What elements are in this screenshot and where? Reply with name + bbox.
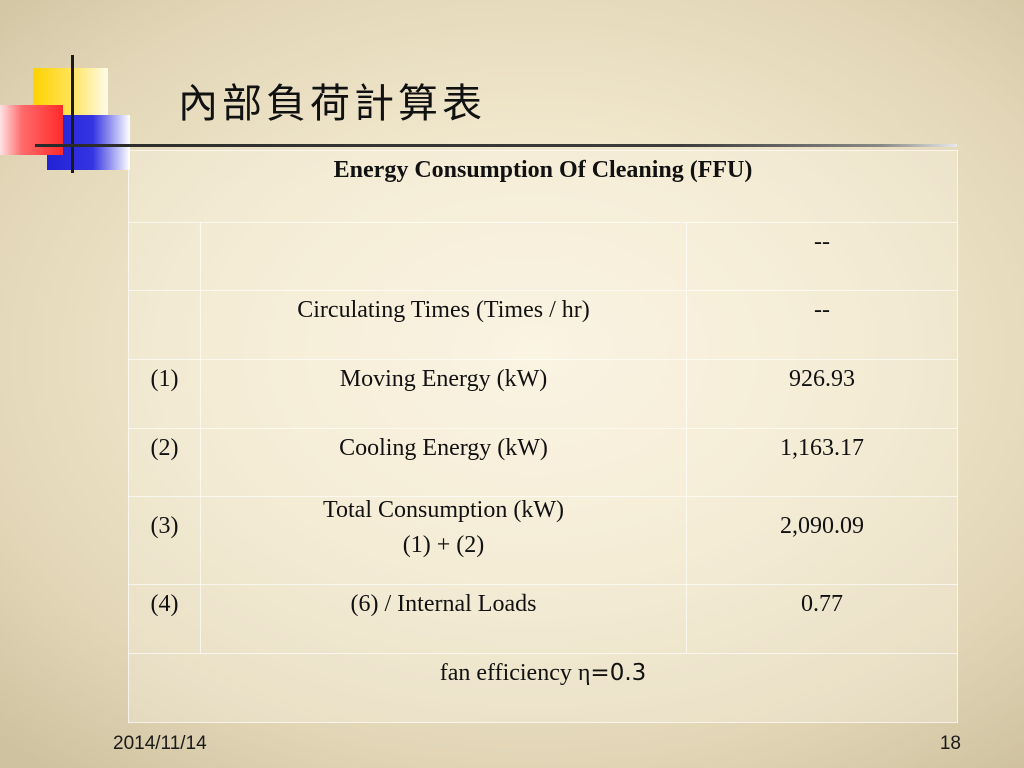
row-index-cell: (3) <box>128 496 201 585</box>
table-row: -- <box>128 222 959 291</box>
title-divider <box>35 144 957 147</box>
row-index-cell: (2) <box>128 428 201 497</box>
table-row: (4) (6) / Internal Loads 0.77 <box>128 584 959 654</box>
row-item-cell: Moving Energy (kW) <box>200 359 687 429</box>
slide-title: 內部負荷計算表 <box>178 81 486 127</box>
row-value-cell: 926.93 <box>685 359 959 429</box>
row-value-cell: -- <box>685 222 959 291</box>
row-item-cell: Total Consumption (kW) (1) + (2) <box>200 496 687 585</box>
slide-page-number: 18 <box>939 733 961 754</box>
row-item-line: Total Consumption (kW) <box>323 497 564 524</box>
energy-table: Energy Consumption Of Cleaning (FFU) -- … <box>127 150 959 723</box>
table-row: (1) Moving Energy (kW) 926.93 <box>128 359 959 429</box>
table-header-row: Energy Consumption Of Cleaning (FFU) <box>127 150 959 223</box>
row-index-cell <box>128 290 201 360</box>
slide-date: 2014/11/14 <box>113 733 207 754</box>
row-item-line: (1) + (2) <box>402 532 485 558</box>
table-row: (3) Total Consumption (kW) (1) + (2) 2,0… <box>128 496 959 585</box>
logo-vertical-line <box>71 55 74 173</box>
row-index-cell <box>128 222 201 291</box>
row-value-cell: 1,163.17 <box>685 428 959 497</box>
row-value-cell: -- <box>685 290 959 360</box>
row-index-cell: (4) <box>128 584 201 654</box>
row-value-cell: 2,090.09 <box>685 496 959 585</box>
fan-efficiency-label: fan efficiency η <box>439 660 591 686</box>
row-item-cell: (6) / Internal Loads <box>200 584 687 654</box>
table-footer: fan efficiency η=0.3 <box>127 653 959 723</box>
row-index-cell: (1) <box>128 359 201 429</box>
table-row: (2) Cooling Energy (kW) 1,163.17 <box>128 428 959 497</box>
row-value-cell: 0.77 <box>685 584 959 654</box>
table-row: Circulating Times (Times / hr) -- <box>128 290 959 360</box>
row-item-cell: Circulating Times (Times / hr) <box>200 290 687 360</box>
table-footer-row: fan efficiency η=0.3 <box>127 653 959 723</box>
logo-red-square <box>0 105 63 155</box>
slide-logo <box>0 0 140 180</box>
fan-efficiency-value: =0.3 <box>590 660 647 686</box>
row-item-cell <box>200 222 687 291</box>
row-item-cell: Cooling Energy (kW) <box>200 428 687 497</box>
table-header: Energy Consumption Of Cleaning (FFU) <box>127 150 959 223</box>
